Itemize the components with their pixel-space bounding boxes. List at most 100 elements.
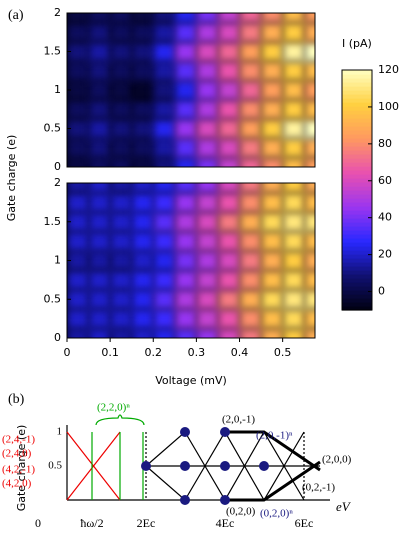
colorbar-segment [342, 190, 372, 195]
y-axis-label: Gate charge (e) [15, 425, 28, 512]
heatmap-cell [88, 212, 111, 232]
colorbar-segment [342, 270, 372, 275]
colorbar-segment [342, 262, 372, 267]
x-tick-label: 0 [35, 516, 41, 530]
heatmap-cell [131, 192, 154, 213]
y-tick-label: 0 [54, 160, 61, 173]
colorbar-segment [342, 230, 372, 235]
colorbar-segment [342, 162, 372, 167]
x-tick-label: ħω/2 [80, 516, 103, 530]
heatmap-cell [153, 250, 176, 271]
heatmap-cell [282, 13, 305, 24]
heatmap-cell [217, 13, 241, 24]
panel-label: (b) [8, 392, 25, 407]
heatmap-cell [67, 80, 90, 101]
colorbar-segment [342, 150, 372, 155]
heatmap-cell [88, 183, 111, 194]
heatmap-cell [67, 41, 90, 62]
colorbar-segment [342, 206, 372, 211]
heatmap-cell [304, 212, 315, 232]
x-tick-label: 6Ec [295, 516, 314, 530]
heatmap-cell [196, 61, 219, 81]
heatmap-cell [131, 80, 154, 101]
heatmap-cell [153, 183, 176, 194]
state-label: (4,2,-1) [2, 464, 35, 476]
heatmap-cell [174, 308, 197, 329]
heatmap-cell [304, 118, 315, 139]
heatmap-cell [174, 118, 197, 139]
heatmap-cell [304, 231, 315, 252]
heatmap-cell [67, 61, 90, 81]
heatmap-cell [282, 157, 305, 167]
heatmap-cell [174, 289, 197, 310]
heatmap-cell [196, 183, 219, 194]
x-tick-label: 4Ec [216, 516, 235, 530]
colorbar-segment [342, 226, 372, 231]
heatmap-cell [67, 192, 90, 213]
x-tick-label: 0.2 [145, 346, 163, 359]
heatmap-cell [304, 41, 315, 62]
x-axis-label: Voltage (mV) [155, 374, 227, 387]
heatmap-cell [304, 13, 315, 24]
heatmap-cell [282, 22, 305, 43]
colorbar-tick-label: 100 [378, 100, 399, 113]
heatmap-cell [196, 270, 219, 291]
colorbar-segment [342, 246, 372, 251]
heatmap-cell [196, 157, 219, 167]
heatmap-cell [239, 138, 262, 158]
heatmap-cell [217, 138, 241, 158]
heatmap-cell [67, 13, 90, 24]
colorbar-tick-label: 80 [378, 137, 392, 150]
heatmap-cell [153, 22, 176, 43]
heatmap-cell [239, 250, 262, 271]
heatmap-cell [110, 192, 133, 213]
x-tick-label: 2Ec [137, 516, 156, 530]
heatmap-cell [196, 99, 219, 120]
colorbar-segment [342, 110, 372, 115]
heatmap-cell [153, 138, 176, 158]
heatmap-cell [261, 13, 284, 24]
heatmap-cell [153, 192, 176, 213]
heatmap-cell [131, 183, 154, 194]
heatmap-cell [67, 183, 90, 194]
heatmap-cell [261, 231, 284, 252]
heatmap-cell [174, 61, 197, 81]
heatmap-cell [282, 212, 305, 232]
heatmap-cell [239, 118, 262, 139]
heatmap-cell [110, 80, 133, 101]
heatmap-cell [67, 231, 90, 252]
heatmap-cell [304, 99, 315, 120]
colorbar-segment [342, 94, 372, 99]
heatmap-cell [131, 41, 154, 62]
heatmap-cell [304, 250, 315, 271]
heatmap-cell [88, 118, 111, 139]
heatmap-cell [88, 61, 111, 81]
heatmap-cell [174, 138, 197, 158]
colorbar-segment [342, 78, 372, 83]
heatmap-cell [88, 192, 111, 213]
heatmap-cell [261, 192, 284, 213]
colorbar-segment [342, 174, 372, 179]
colorbar-segment [342, 126, 372, 131]
heatmap-cell [217, 289, 241, 310]
heatmap-cell [239, 270, 262, 291]
heatmap-cell [261, 183, 284, 194]
heatmap-cell [196, 289, 219, 310]
colorbar-segment [342, 154, 372, 159]
x-tick-label: 0.3 [188, 346, 206, 359]
heatmap-cell [174, 270, 197, 291]
heatmap-cell [217, 99, 241, 120]
y-tick-label: 1.5 [44, 45, 62, 58]
diagram [66, 414, 330, 505]
heatmap-cell [261, 80, 284, 101]
heatmap-cell [196, 308, 219, 329]
colorbar-segment [342, 102, 372, 107]
colorbar-segment [342, 218, 372, 223]
heatmap-cell [239, 22, 262, 43]
state-label: (2,0,-1) [222, 414, 255, 426]
heatmap-cell [131, 250, 154, 271]
colorbar-segment [342, 86, 372, 91]
y-tick-label: 1 [57, 426, 63, 438]
heatmap-cell [131, 118, 154, 139]
